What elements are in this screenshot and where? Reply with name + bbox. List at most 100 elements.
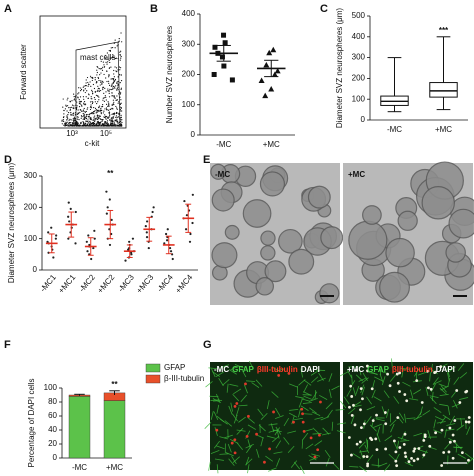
event <box>89 108 92 111</box>
point <box>124 259 127 262</box>
event <box>79 109 82 111</box>
event <box>93 87 96 90</box>
fiber <box>314 440 323 447</box>
event <box>82 96 85 98</box>
fiber <box>312 427 320 435</box>
fiber <box>325 457 330 467</box>
fiber <box>246 445 252 454</box>
event <box>112 88 114 90</box>
point <box>105 212 108 215</box>
fiber <box>409 398 419 401</box>
point <box>87 234 90 237</box>
fiber <box>398 412 405 421</box>
y-tick-label: 0 <box>191 130 196 139</box>
event <box>83 113 85 115</box>
event <box>97 109 99 112</box>
panel-label: C <box>320 3 328 15</box>
y-tick-label: 200 <box>182 70 196 79</box>
event <box>94 122 96 125</box>
fiber <box>233 388 242 395</box>
nucleus <box>423 433 427 437</box>
fiber <box>210 449 220 455</box>
event <box>100 109 103 111</box>
event <box>80 104 83 106</box>
event <box>107 80 110 82</box>
event <box>78 99 80 101</box>
fiber <box>233 414 238 424</box>
y-tick-label: 100 <box>44 383 58 392</box>
event <box>85 118 88 120</box>
point <box>221 63 227 69</box>
point <box>262 92 269 99</box>
nucleus <box>440 428 444 432</box>
event <box>115 115 118 117</box>
point <box>52 256 55 259</box>
legend-swatch <box>145 374 161 384</box>
fiber <box>340 400 347 409</box>
event <box>116 107 118 109</box>
event <box>73 120 75 122</box>
event <box>104 95 106 97</box>
event <box>110 66 112 68</box>
event <box>107 88 109 90</box>
event <box>111 83 113 85</box>
event <box>83 123 85 125</box>
event <box>112 46 114 49</box>
event <box>67 121 69 123</box>
event <box>114 113 116 115</box>
event <box>99 110 101 112</box>
event <box>98 116 101 118</box>
nucleus <box>398 446 402 449</box>
event <box>83 118 86 120</box>
fiber <box>236 442 243 450</box>
point <box>183 199 186 203</box>
nucleus <box>405 399 409 403</box>
event <box>110 57 112 59</box>
event <box>83 103 85 105</box>
annotation: ** <box>107 169 114 178</box>
event <box>101 119 103 121</box>
fiber <box>303 379 312 386</box>
point <box>67 201 70 204</box>
x-tick-label: -MC1 <box>38 272 58 293</box>
nucleus <box>434 370 437 374</box>
event <box>100 60 102 62</box>
event <box>119 93 121 95</box>
event <box>119 108 121 111</box>
fiber <box>240 394 247 403</box>
x-tick-label: -MC <box>387 125 402 134</box>
nucleus <box>318 433 321 437</box>
fiber <box>396 440 400 450</box>
fiber <box>401 368 404 378</box>
event <box>111 124 113 126</box>
event <box>99 74 101 76</box>
gate-label: mast cells <box>80 53 116 62</box>
event <box>83 101 86 103</box>
fiber <box>229 383 239 387</box>
fiber <box>243 384 248 394</box>
event <box>107 58 109 60</box>
nucleus <box>464 420 468 424</box>
y-tick-label: 200 <box>352 74 366 83</box>
point <box>127 248 130 251</box>
y-tick-label: 300 <box>182 39 196 48</box>
event <box>85 114 88 116</box>
nucleus <box>427 386 430 390</box>
event <box>83 85 85 87</box>
nucleus <box>420 401 424 404</box>
fiber <box>381 376 386 386</box>
fiber <box>241 368 247 378</box>
fiber <box>438 383 448 388</box>
event <box>61 123 63 125</box>
fiber <box>449 415 455 424</box>
event <box>118 66 121 68</box>
panel-label: G <box>203 339 212 351</box>
event <box>63 116 65 118</box>
nucleus <box>277 373 281 377</box>
fiber <box>393 396 400 404</box>
event <box>71 114 73 116</box>
y-axis-label: Diameter SVZ neurospheres (μm) <box>335 8 344 129</box>
event <box>115 119 117 121</box>
point <box>211 72 217 77</box>
event <box>117 102 119 104</box>
